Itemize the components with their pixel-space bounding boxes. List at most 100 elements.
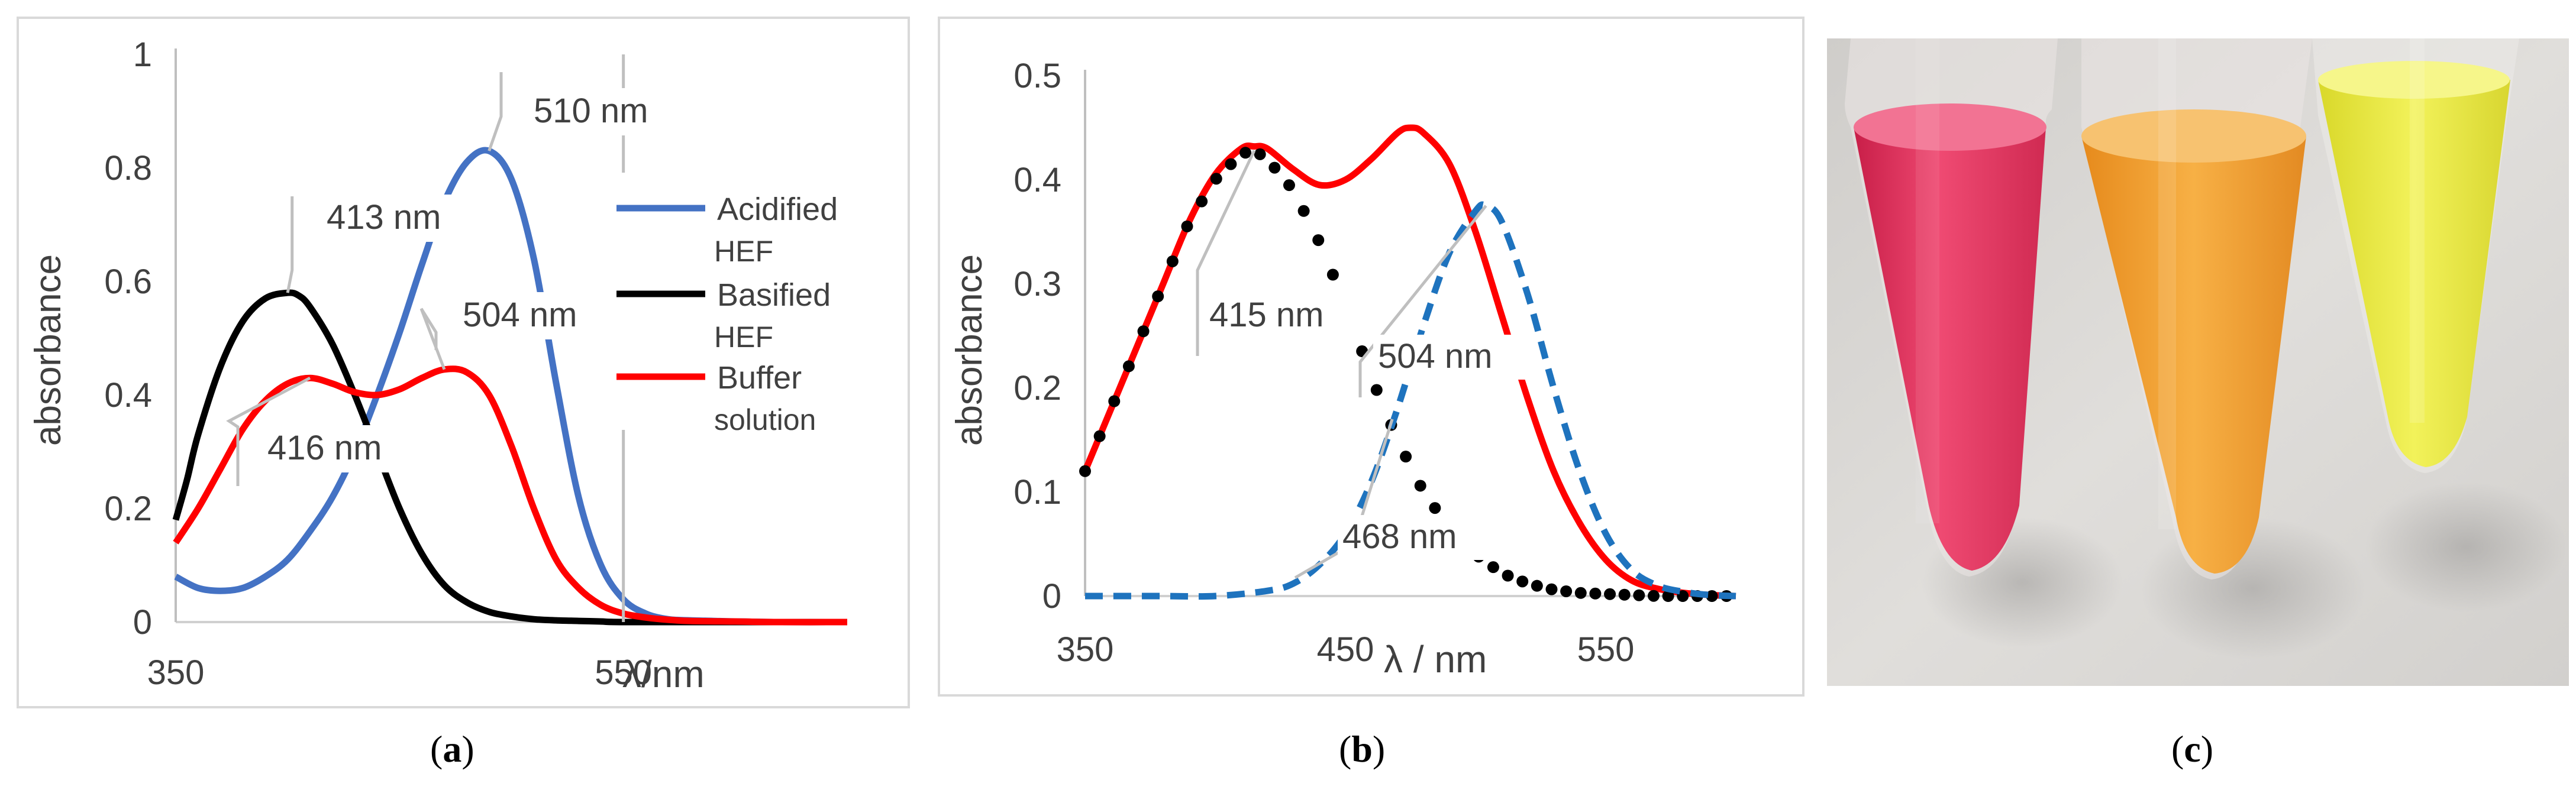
callout-510 (488, 72, 503, 152)
y-axis-label: absorbance (28, 254, 69, 446)
x-tick-label: 350 (1057, 630, 1114, 669)
annotation-468nm: 468 nm (1342, 517, 1457, 556)
series-point (1662, 590, 1674, 602)
series-point (1618, 588, 1631, 601)
caption-a: (a) (430, 728, 474, 770)
caption-c: (c) (2171, 728, 2214, 770)
series-point (1370, 384, 1383, 396)
y-axis-label: absorbance (949, 254, 990, 446)
series-point (1516, 575, 1529, 588)
series-point (1268, 161, 1281, 174)
series-point (1560, 585, 1573, 597)
series-point (1225, 158, 1237, 170)
legend-label-2: HEF (714, 235, 773, 268)
series-point (1166, 255, 1179, 267)
y-tick-label: 1 (133, 35, 152, 74)
series-point (1122, 360, 1135, 373)
series-point (1254, 148, 1266, 160)
series-point (1152, 290, 1164, 303)
legend-bg (605, 258, 871, 347)
series-point (1079, 465, 1091, 477)
series-point (1181, 220, 1193, 232)
series-point (1196, 195, 1208, 208)
y-tick-label: 0.2 (1013, 369, 1061, 407)
annotation-504nm: 504 nm (1378, 337, 1492, 375)
orange-tube (2081, 38, 2312, 579)
y-tick-label: 0 (133, 603, 152, 642)
legend-label: Buffer (717, 360, 802, 396)
chart-b: 0 0.1 0.2 0.3 0.4 0.5 350 450 550 λ / nm absorbanc… (949, 57, 1736, 681)
legend-bg (605, 173, 871, 261)
series-point (1429, 502, 1441, 514)
legend-bg (605, 341, 871, 430)
annotation-bg (262, 425, 433, 472)
x-tick-label: 550 (595, 653, 652, 692)
series-point (1706, 590, 1718, 602)
annotation-bg (1205, 293, 1361, 338)
y-tick-label: 0.3 (1013, 265, 1061, 303)
tube-shadow (2365, 482, 2567, 612)
annotation-416nm: 416 nm (267, 429, 382, 467)
annotation-bg (528, 88, 699, 135)
annotation-bg (1338, 515, 1494, 560)
annotation-bg (1373, 335, 1530, 380)
annotation-bg (321, 195, 492, 242)
legend-label: Basified (717, 277, 831, 313)
series-point (1545, 583, 1558, 595)
series-point (1297, 205, 1310, 217)
y-tick-label: 0.1 (1013, 473, 1061, 511)
annotation-bg (457, 292, 628, 339)
callout-416 (226, 376, 311, 486)
series-point (1647, 590, 1660, 602)
series-point (1400, 451, 1412, 463)
series-point (1326, 268, 1339, 281)
yellow-tube (2312, 38, 2519, 473)
y-tick-label: 0.4 (1013, 161, 1061, 199)
y-tick-label: 0.6 (104, 263, 152, 301)
series-point (1093, 430, 1106, 442)
tube-shadow (2141, 517, 2365, 659)
y-tick-label: 0.5 (1013, 57, 1061, 95)
series-basified-hef (172, 289, 847, 626)
callout-504 (1358, 205, 1487, 397)
series-point (1633, 589, 1645, 601)
panel-b-frame: 0 0.1 0.2 0.3 0.4 0.5 350 450 550 λ / nm absorbanc… (938, 17, 1805, 697)
callout-415 (1196, 150, 1256, 356)
y-tick-label: 0 (1042, 577, 1061, 616)
series-point (1589, 587, 1602, 600)
series-point (1312, 234, 1325, 247)
pink-tube (1845, 38, 2058, 577)
y-tick-label: 0.8 (104, 149, 152, 187)
series-point (1108, 395, 1121, 407)
series-buffer-solution (173, 365, 848, 626)
y-tick-label: 0.4 (104, 376, 152, 415)
series-point (1677, 590, 1689, 602)
y-tick-label: 0.2 (104, 490, 152, 528)
series-point (1210, 173, 1222, 185)
annotation-510nm: 510 nm (534, 92, 648, 130)
series-point (1487, 561, 1499, 574)
panel-a-frame: 0 0.2 0.4 0.6 0.8 1 350 550 λ/nm absorbance 510 nm… (17, 17, 910, 708)
x-axis-label: λ / nm (1384, 638, 1487, 681)
x-axis-label: λ/nm (622, 653, 705, 695)
series-point (1574, 587, 1587, 599)
annotation-415nm: 415 nm (1209, 296, 1323, 334)
callout-504 (419, 307, 446, 370)
x-tick-label: 550 (1577, 630, 1635, 669)
sample-tubes-photo (1827, 38, 2569, 686)
x-tick-label: 450 (1317, 630, 1374, 669)
caption-b: (b) (1339, 728, 1386, 770)
legend-label-2: solution (714, 403, 816, 436)
series-point (1239, 147, 1252, 159)
legend-label-2: HEF (714, 320, 773, 354)
series-point (1531, 579, 1543, 592)
series-point (1604, 588, 1616, 600)
series-component-504-nm (1085, 201, 1736, 600)
series-point (1283, 179, 1295, 192)
callout-413 (286, 196, 294, 293)
annotation-504nm: 504 nm (463, 296, 577, 334)
x-tick-label: 350 (147, 653, 205, 692)
series-point (1137, 325, 1150, 338)
legend-label: Acidified (717, 192, 838, 227)
